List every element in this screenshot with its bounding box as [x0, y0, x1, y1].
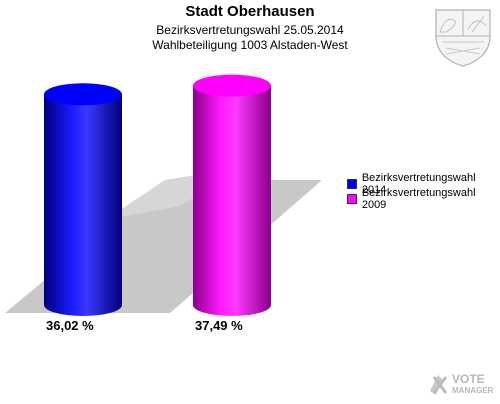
logo-text-manager: MANAGER — [452, 386, 494, 395]
legend-label-2009: Bezirksvertretungswahl 2009 — [361, 187, 476, 211]
legend-item-2014: Bezirksvertretungswahl 2014 — [347, 172, 500, 196]
bar-2009-body — [193, 85, 271, 316]
chart-subtitle: Bezirksvertretungswahl 25.05.2014 — [156, 23, 344, 37]
legend-swatch-2014 — [347, 179, 357, 189]
bar-2014-top — [44, 83, 122, 106]
data-label-2014: 36,02 % — [46, 318, 94, 333]
chart-subtitle-2: Wahlbeteiligung 1003 Alstaden-West — [152, 38, 348, 52]
legend-item-2009: Bezirksvertretungswahl 2009 — [347, 187, 500, 211]
logo-text-vote: VOTE — [452, 372, 485, 386]
nrw-coat-of-arms-icon — [435, 9, 491, 67]
data-label-2009: 37,49 % — [195, 318, 243, 333]
legend-label-2014: Bezirksvertretungswahl 2014 — [361, 172, 476, 196]
chart-title: Stadt Oberhausen — [185, 3, 315, 20]
votemanager-logo: VOTE MANAGER — [428, 369, 498, 404]
bar-2014-body — [44, 94, 122, 316]
bar-2014 — [44, 83, 122, 316]
bar-2009-top — [193, 74, 271, 97]
legend-swatch-2009 — [347, 194, 357, 204]
bar-2009 — [193, 74, 271, 316]
